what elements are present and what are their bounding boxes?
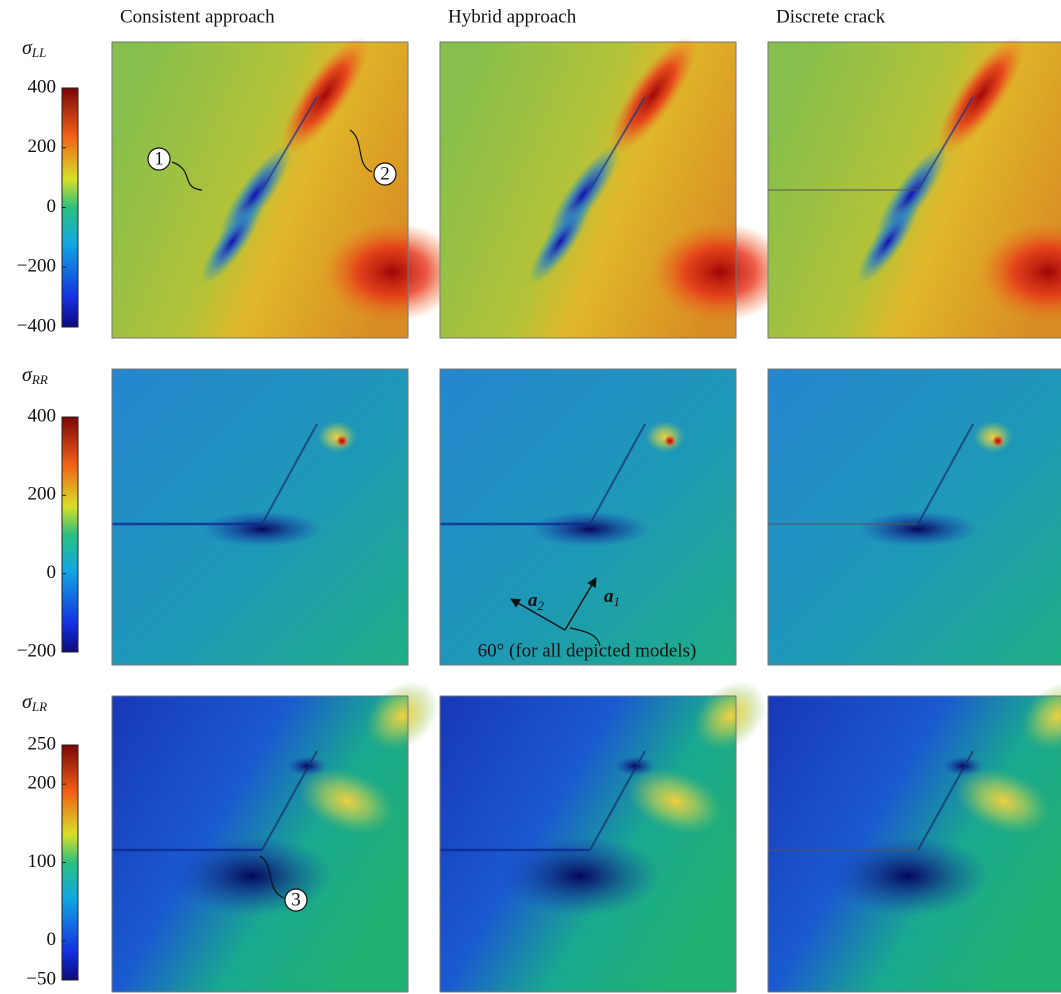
- field-feature: [992, 435, 1004, 447]
- figure: Consistent approach Hybrid approach Discre…: [0, 0, 1061, 994]
- colorbar-tick-label: 0: [47, 196, 57, 217]
- field-panel: [768, 25, 1061, 338]
- vector-symbol: a: [604, 586, 614, 607]
- row-label: σLL: [22, 37, 46, 60]
- colorbar-tick-label: 0: [47, 562, 57, 583]
- field-panel: [112, 25, 462, 338]
- field-feature: [664, 435, 676, 447]
- field-feature: [336, 435, 348, 447]
- angle-note: 60° (for all depicted models): [478, 640, 697, 661]
- row-label: σRR: [22, 364, 48, 387]
- row-subscript: LL: [31, 45, 46, 60]
- panels: [112, 25, 1061, 992]
- column-title: Hybrid approach: [448, 6, 577, 27]
- field-panel: [112, 667, 452, 992]
- row-label: σLR: [22, 691, 47, 714]
- field-panel: [768, 369, 1061, 665]
- field-feature: [202, 511, 322, 547]
- field-feature: [530, 511, 650, 547]
- row-subscript: LR: [31, 699, 47, 714]
- colorbar-tick-label: 400: [28, 405, 57, 426]
- column-title: Discrete crack: [776, 6, 886, 27]
- field-feature: [858, 511, 978, 547]
- colorbar-tick-label: −200: [17, 256, 56, 277]
- field-feature: [317, 421, 357, 453]
- field-feature: [828, 836, 988, 916]
- colorbar-tick-label: −200: [17, 640, 56, 661]
- colorbar-tick-label: −400: [17, 315, 56, 336]
- column-title: Consistent approach: [120, 6, 275, 27]
- page: {"columns": ["Consistent approach", "Hyb…: [0, 0, 1061, 994]
- marker: 1: [154, 148, 164, 169]
- field-feature: [645, 421, 685, 453]
- field-feature: [973, 421, 1013, 453]
- colorbar-tick-label: 0: [47, 929, 57, 950]
- vector-symbol: a: [528, 590, 538, 611]
- field-panel: [768, 667, 1061, 992]
- vector-subscript: 2: [538, 598, 545, 613]
- marker: 3: [291, 889, 301, 910]
- field-panel: [440, 25, 790, 338]
- field-panel: [112, 369, 408, 665]
- colorbar-tick-label: 400: [28, 76, 57, 97]
- colorbar-tick-label: 100: [28, 851, 57, 872]
- colorbar-tick-label: 200: [28, 773, 57, 794]
- colorbar-tick-label: 250: [28, 733, 57, 754]
- vector-subscript: 1: [614, 594, 621, 609]
- colorbar-tick-label: 200: [28, 136, 57, 157]
- field-panel: [440, 667, 780, 992]
- field-feature: [500, 836, 660, 916]
- colorbar-tick-label: 200: [28, 484, 57, 505]
- field-panel: [440, 369, 736, 665]
- row-subscript: RR: [31, 372, 48, 387]
- marker: 2: [380, 163, 390, 184]
- colorbar-tick-label: −50: [26, 968, 56, 989]
- colorbar: [62, 417, 78, 652]
- field-feature: [172, 836, 332, 916]
